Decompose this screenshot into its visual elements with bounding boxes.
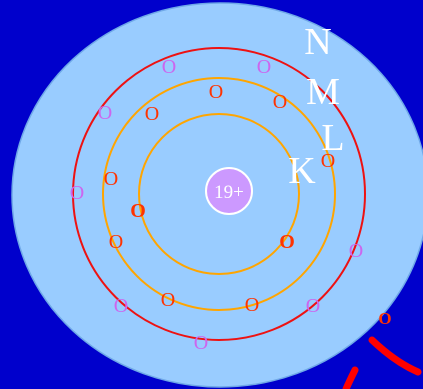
electron-l: O	[273, 91, 287, 113]
electron-m: O	[162, 56, 176, 78]
shell-label-n: N	[304, 21, 331, 63]
electron-m: O	[98, 102, 112, 124]
electron-l: O	[104, 168, 118, 190]
nucleus	[205, 167, 253, 215]
electron-l: O	[145, 103, 159, 125]
orbit-m	[72, 47, 366, 341]
electron-l: O	[109, 231, 123, 253]
nucleus-label: 19+	[214, 182, 244, 203]
electron-m: O	[349, 240, 363, 262]
electron-n: O	[378, 309, 391, 328]
electron-l: O	[161, 289, 175, 311]
electron-k: O	[130, 200, 146, 222]
electron-k: O	[279, 231, 295, 253]
electron-m: O	[257, 56, 271, 78]
electron-m: O	[306, 295, 320, 317]
orbit-l	[102, 77, 336, 311]
electron-l: O	[209, 81, 223, 103]
electron-m: O	[70, 182, 84, 204]
shell-label-k: K	[288, 150, 316, 192]
swoosh-decoration	[342, 336, 422, 389]
shell-label-m: M	[306, 71, 340, 113]
electron-l: O	[321, 150, 335, 172]
electron-m: O	[194, 332, 208, 354]
shell-label-l: L	[321, 117, 344, 159]
orbit-k	[138, 113, 300, 275]
electron-m: O	[114, 295, 128, 317]
electron-l: O	[245, 294, 259, 316]
